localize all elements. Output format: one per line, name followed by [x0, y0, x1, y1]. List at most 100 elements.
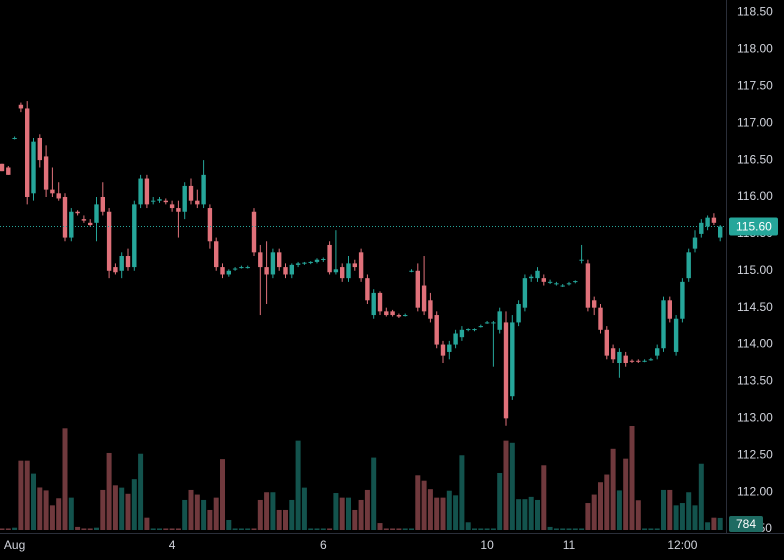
volume-bar	[157, 528, 162, 530]
volume-bar	[24, 460, 30, 530]
candle-body	[12, 137, 17, 139]
volume-bar	[339, 497, 345, 530]
volume-bar	[207, 509, 213, 530]
volume-bar	[182, 499, 188, 530]
candle-body	[440, 344, 446, 356]
volume-bar	[314, 528, 320, 530]
volume-bar	[484, 528, 490, 530]
volume-bar	[566, 528, 572, 530]
candle-body	[667, 300, 672, 319]
volume-bar	[232, 528, 238, 530]
volume-bar	[472, 528, 477, 530]
volume-bar	[692, 505, 698, 530]
x-tick-label: Aug	[4, 538, 25, 552]
candle-body	[661, 300, 666, 349]
candle-body	[636, 360, 641, 362]
candle-body	[453, 333, 458, 345]
candle-body	[258, 252, 263, 268]
y-tick-label: 112.50	[737, 447, 773, 461]
volume-bar	[220, 459, 225, 530]
y-tick-label: 116.00	[737, 189, 773, 203]
candle-body	[573, 281, 578, 283]
y-tick-label: 116.50	[737, 152, 773, 166]
candle-body	[0, 163, 5, 172]
volume-bar	[598, 482, 603, 530]
y-tick-label: 114.00	[737, 337, 773, 351]
candle-body	[566, 283, 572, 285]
candle-body	[18, 104, 24, 109]
candle-body	[245, 267, 250, 269]
candle-body	[43, 156, 49, 190]
volume-bar	[257, 499, 263, 530]
candle-body	[604, 329, 609, 356]
volume-bar	[390, 528, 396, 530]
volume-bar	[18, 460, 24, 530]
candle-body	[333, 269, 339, 273]
candle-body	[56, 193, 61, 199]
candle-body	[195, 200, 200, 205]
volume-bar	[434, 497, 440, 530]
volume-bar	[465, 522, 471, 530]
volume-bar	[283, 509, 288, 530]
volume-bar	[446, 490, 452, 530]
candle-body	[239, 267, 244, 269]
x-tick-label: 11	[563, 538, 576, 552]
volume-bar	[49, 505, 55, 530]
candle-body	[623, 355, 628, 364]
candle-body	[119, 256, 124, 271]
candle-body	[585, 263, 591, 308]
candle-body	[6, 167, 11, 175]
volume-bar	[635, 500, 641, 530]
candle-body	[302, 262, 307, 264]
volume-bar	[264, 492, 270, 530]
x-tick-label: 12:00	[667, 538, 697, 552]
volume-bar	[642, 528, 648, 530]
candle-body	[560, 285, 565, 287]
volume-bar	[150, 528, 156, 530]
candle-body	[579, 259, 584, 261]
last-price-label: 115.60	[736, 220, 772, 234]
volume-bar	[138, 453, 144, 530]
volume-bar	[201, 499, 207, 530]
volume-bar	[383, 528, 389, 530]
candle-body	[37, 137, 42, 161]
volume-bar	[591, 494, 597, 530]
volume-bar	[358, 499, 364, 530]
volume-bar	[62, 428, 68, 530]
volume-bar	[490, 528, 496, 530]
volume-bar	[5, 528, 11, 530]
y-tick-label: 118.00	[737, 42, 773, 56]
last-volume-label: 784	[736, 517, 756, 531]
candle-body	[699, 222, 704, 234]
volume-bar	[503, 440, 509, 530]
volume-bar	[144, 517, 150, 530]
volume-bar	[705, 522, 711, 530]
candle-body	[163, 200, 168, 203]
volume-bar	[648, 528, 654, 530]
volume-bar	[276, 509, 282, 530]
volume-bar	[541, 465, 547, 530]
volume-bar	[100, 489, 106, 530]
candle-body	[340, 267, 345, 279]
volume-bar	[43, 490, 49, 530]
volume-bar	[717, 517, 723, 530]
candle-body	[365, 278, 370, 301]
candle-body	[718, 226, 723, 238]
volume-bar	[516, 499, 522, 530]
candle-body	[201, 174, 206, 205]
candle-body	[75, 211, 80, 214]
candle-body	[384, 311, 389, 316]
volume-bar	[371, 457, 377, 530]
volume-bar	[31, 473, 36, 530]
y-tick-label: 113.50	[737, 374, 773, 388]
candle-body	[100, 196, 105, 212]
y-tick-label: 113.00	[737, 411, 773, 425]
candle-body	[516, 303, 521, 323]
y-tick-label: 114.50	[737, 300, 773, 314]
volume-bar	[194, 494, 200, 530]
volume-bar	[188, 489, 194, 530]
candle-body	[94, 204, 99, 223]
volume-bar	[308, 528, 314, 530]
candle-body	[409, 270, 414, 272]
